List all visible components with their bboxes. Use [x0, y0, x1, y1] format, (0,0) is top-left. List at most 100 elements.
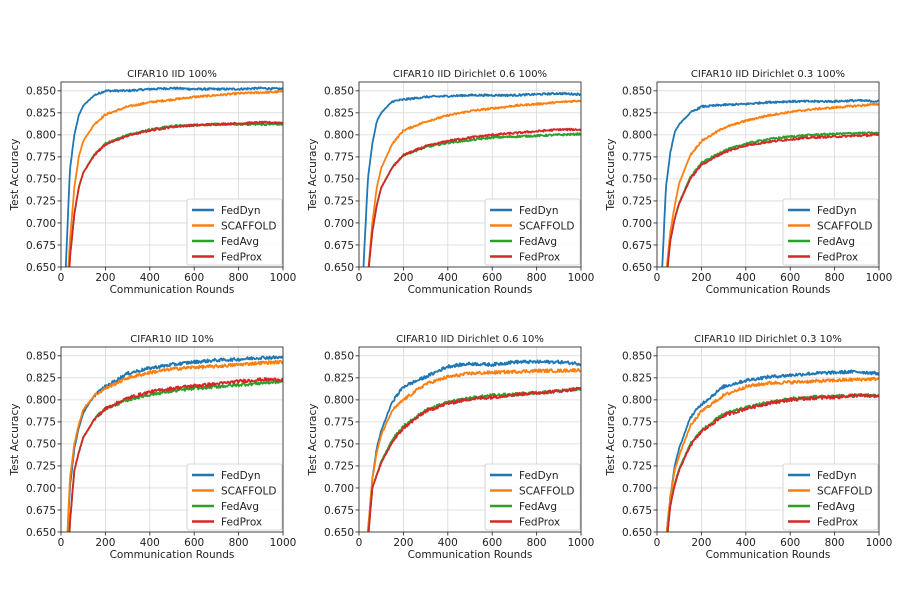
x-tick-label: 200: [95, 272, 115, 284]
y-tick-label: 0.700: [622, 483, 652, 495]
y-tick-label: 0.750: [26, 174, 56, 186]
x-tick-label: 400: [438, 537, 458, 549]
legend-label-fedavg: FedAvg: [519, 501, 557, 513]
legend-label-scaffold: SCAFFOLD: [519, 220, 574, 232]
x-tick-label: 200: [691, 537, 711, 549]
chart-panel-1: 0.650 0.675 0.700 0.725 0.750 0.775 0.800 0.825…: [9, 69, 297, 296]
x-tick-label: 1000: [568, 272, 595, 284]
x-tick-label: 200: [393, 272, 413, 284]
axes-frame: [656, 346, 880, 533]
y-tick-label: 0.825: [622, 108, 652, 120]
chart-panel-5: 0.650 0.675 0.700 0.725 0.750 0.775 0.800 0.825…: [307, 334, 594, 561]
legend-label-fedavg: FedAvg: [519, 236, 557, 248]
x-tick-label: 0: [356, 272, 363, 284]
y-axis-label: Test Accuracy: [9, 139, 21, 212]
series-line-fedavg: [666, 131, 879, 267]
panel-title: CIFAR10 IID Dirichlet 0.3 100%: [691, 69, 845, 80]
legend-box: [782, 198, 879, 266]
legend-label-feddyn: FedDyn: [221, 205, 261, 217]
y-tick-label: 0.775: [26, 152, 56, 164]
x-axis-label: Communication Rounds: [408, 549, 533, 561]
legend-label-fedprox: FedProx: [817, 251, 858, 263]
series-line-fedprox: [666, 133, 879, 267]
y-tick-label: 0.850: [26, 351, 56, 363]
legend-label-feddyn: FedDyn: [817, 470, 857, 482]
y-tick-label: 0.850: [26, 86, 56, 98]
legend-box: [484, 198, 581, 266]
x-tick-label: 800: [229, 272, 249, 284]
axes-frame: [358, 81, 582, 268]
y-tick-label: 0.650: [622, 527, 652, 539]
legend-box: [484, 463, 581, 531]
y-tick-label: 0.800: [324, 130, 354, 142]
x-tick-label: 200: [393, 537, 413, 549]
legend-label-fedavg: FedAvg: [817, 501, 855, 513]
series-line-feddyn: [661, 98, 879, 267]
x-tick-label: 800: [825, 537, 845, 549]
x-tick-label: 0: [356, 537, 363, 549]
legend: FedDyn SCAFFOLD FedAvg FedProx: [186, 198, 283, 266]
series-line-fedprox: [68, 120, 283, 267]
legend-label-fedprox: FedProx: [519, 251, 560, 263]
legend-box: [782, 463, 879, 531]
series-line-feddyn: [362, 91, 581, 267]
x-tick-label: 400: [438, 272, 458, 284]
y-tick-label: 0.725: [324, 196, 354, 208]
legend-box: [186, 463, 283, 531]
panel-title: CIFAR10 IID Dirichlet 0.6 100%: [393, 69, 547, 80]
legend-label-feddyn: FedDyn: [221, 470, 261, 482]
series-line-feddyn: [367, 359, 581, 532]
x-tick-label: 800: [825, 272, 845, 284]
legend-label-feddyn: FedDyn: [519, 205, 559, 217]
x-tick-label: 0: [58, 272, 65, 284]
series-line-fedavg: [367, 387, 581, 532]
x-tick-label: 600: [482, 537, 502, 549]
y-tick-label: 0.850: [622, 86, 652, 98]
y-tick-label: 0.650: [324, 262, 354, 274]
y-tick-label: 0.825: [324, 108, 354, 120]
legend-label-scaffold: SCAFFOLD: [817, 220, 872, 232]
y-tick-label: 0.675: [622, 240, 652, 252]
series-line-feddyn: [64, 86, 283, 267]
y-tick-label: 0.700: [324, 483, 354, 495]
legend: FedDyn SCAFFOLD FedAvg FedProx: [782, 198, 879, 266]
y-tick-label: 0.800: [26, 395, 56, 407]
x-tick-label: 1000: [270, 272, 297, 284]
legend-box: [186, 198, 283, 266]
y-tick-label: 0.650: [324, 527, 354, 539]
series-line-fedprox: [367, 386, 581, 532]
y-tick-label: 0.700: [26, 218, 56, 230]
y-tick-label: 0.800: [622, 130, 652, 142]
y-tick-label: 0.700: [324, 218, 354, 230]
chart-panel-3: 0.650 0.675 0.700 0.725 0.750 0.775 0.800 0.825…: [605, 69, 892, 296]
y-tick-label: 0.675: [324, 505, 354, 517]
series-line-scaffold: [67, 89, 283, 267]
series-line-feddyn: [665, 369, 879, 532]
x-tick-label: 0: [58, 537, 65, 549]
series-line-scaffold: [665, 376, 879, 532]
legend-label-fedavg: FedAvg: [221, 236, 259, 248]
x-tick-label: 400: [736, 537, 756, 549]
y-tick-label: 0.725: [622, 196, 652, 208]
series-lines: [64, 86, 283, 267]
x-tick-label: 600: [780, 537, 800, 549]
x-tick-label: 0: [654, 537, 661, 549]
x-tick-label: 1000: [866, 537, 893, 549]
y-tick-label: 0.775: [324, 417, 354, 429]
x-tick-label: 800: [527, 272, 547, 284]
panel-title: CIFAR10 IID Dirichlet 0.3 10%: [694, 334, 842, 345]
legend-label-fedavg: FedAvg: [221, 501, 259, 513]
series-lines: [362, 91, 581, 267]
legend-label-scaffold: SCAFFOLD: [519, 485, 574, 497]
y-tick-label: 0.825: [324, 373, 354, 385]
legend: FedDyn SCAFFOLD FedAvg FedProx: [484, 463, 581, 531]
y-axis-label: Test Accuracy: [307, 404, 319, 477]
x-axis-label: Communication Rounds: [408, 284, 533, 296]
chart-panel-6: 0.650 0.675 0.700 0.725 0.750 0.775 0.800 0.825…: [605, 334, 893, 561]
y-tick-label: 0.850: [622, 351, 652, 363]
legend: FedDyn SCAFFOLD FedAvg FedProx: [186, 463, 283, 531]
y-tick-label: 0.700: [622, 218, 652, 230]
legend-label-fedprox: FedProx: [221, 251, 262, 263]
panel-title: CIFAR10 IID 100%: [127, 69, 217, 80]
